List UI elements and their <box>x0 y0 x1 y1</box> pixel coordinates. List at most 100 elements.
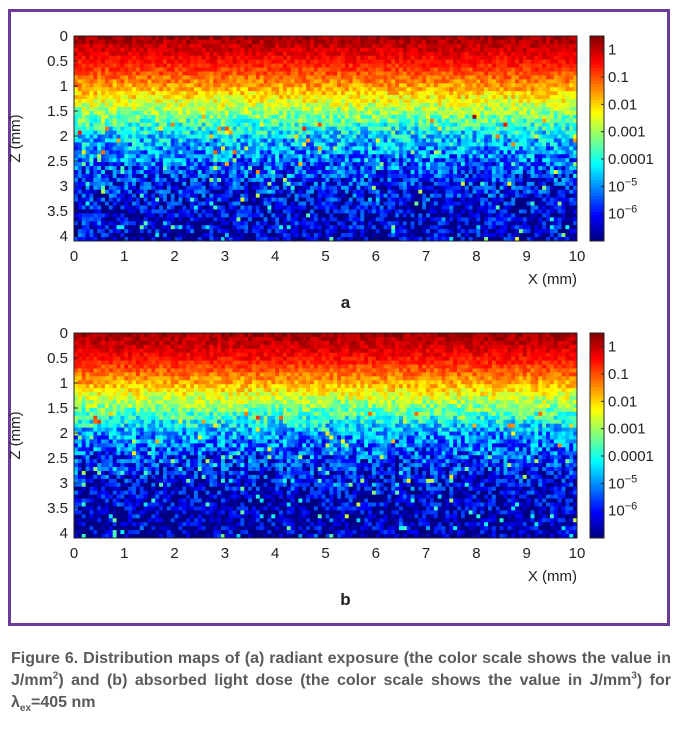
heatmap-cell <box>248 43 253 49</box>
heatmap-cell <box>224 103 230 108</box>
heatmap-cell <box>112 142 117 147</box>
heatmap-cell <box>151 122 156 128</box>
heatmap-cell <box>329 39 334 45</box>
heatmap-cell <box>132 118 137 124</box>
heatmap-cell <box>553 75 559 80</box>
heatmap-cell <box>147 39 152 45</box>
heatmap-cell <box>85 114 90 120</box>
heatmap-cell <box>344 177 350 183</box>
heatmap-cell <box>151 75 156 80</box>
heatmap-cell <box>549 126 555 132</box>
heatmap-cell <box>108 75 114 80</box>
heatmap-cell <box>522 122 528 128</box>
heatmap-cell <box>410 47 415 53</box>
heatmap-cell <box>368 59 373 64</box>
heatmap-cell <box>317 91 323 96</box>
heatmap-cell <box>74 166 79 171</box>
heatmap-cell <box>93 55 98 61</box>
heatmap-cell <box>325 177 330 183</box>
heatmap-cell <box>244 170 249 175</box>
heatmap-cell <box>135 39 141 45</box>
heatmap-cell <box>472 154 477 159</box>
heatmap-cell <box>101 106 106 112</box>
heatmap-cell <box>89 43 94 49</box>
heatmap-cell <box>255 114 261 120</box>
heatmap-cell <box>464 170 470 175</box>
heatmap-cell <box>553 146 559 151</box>
heatmap-cell <box>155 43 160 49</box>
heatmap-cell <box>77 177 83 183</box>
heatmap-cell <box>217 185 222 191</box>
heatmap-cell <box>135 170 141 175</box>
heatmap-cell <box>201 185 206 191</box>
heatmap-cell <box>124 51 129 57</box>
heatmap-cell <box>453 91 458 96</box>
heatmap-cell <box>81 83 87 88</box>
heatmap-cell <box>515 75 520 80</box>
heatmap-cell <box>348 63 353 68</box>
heatmap-cell <box>97 150 102 155</box>
heatmap-cell <box>159 36 164 41</box>
heatmap-cell <box>515 138 520 143</box>
heatmap-cell <box>240 59 245 64</box>
heatmap-cell <box>263 126 268 132</box>
heatmap-cell <box>565 67 570 72</box>
heatmap-cell <box>557 118 562 124</box>
heatmap-cell <box>282 158 288 163</box>
heatmap-cell <box>565 59 570 64</box>
heatmap-cell <box>437 162 442 167</box>
heatmap-cell <box>139 36 145 41</box>
heatmap-cell <box>352 39 357 45</box>
heatmap-cell <box>449 146 454 151</box>
heatmap-cell <box>313 162 319 167</box>
heatmap-cell <box>402 79 408 84</box>
heatmap-cell <box>279 67 284 72</box>
heatmap-cell <box>375 134 381 139</box>
heatmap-cell <box>491 87 497 92</box>
heatmap-cell <box>321 67 326 72</box>
heatmap-cell <box>317 166 323 171</box>
heatmap-cell <box>422 79 427 84</box>
heatmap-cell <box>337 122 342 128</box>
heatmap-cell <box>399 91 404 96</box>
heatmap-cell <box>391 162 396 167</box>
heatmap-cell <box>275 181 280 187</box>
heatmap-cell <box>190 63 195 68</box>
heatmap-cell <box>166 91 172 96</box>
heatmap-cell <box>104 166 110 171</box>
heatmap-cell <box>356 134 361 139</box>
heatmap-cell <box>368 99 373 104</box>
heatmap-cell <box>399 79 404 84</box>
heatmap-cell <box>429 83 435 88</box>
heatmap-cell <box>472 103 477 108</box>
heatmap-cell <box>383 95 388 100</box>
heatmap-cell <box>561 59 566 64</box>
heatmap-cell <box>457 110 462 116</box>
heatmap-cell <box>383 162 388 167</box>
heatmap-cell <box>507 55 512 61</box>
heatmap-cell <box>526 114 531 120</box>
heatmap-cell <box>201 51 206 57</box>
heatmap-cell <box>302 110 307 116</box>
heatmap-cell <box>333 118 338 124</box>
heatmap-cell <box>569 47 574 53</box>
heatmap-cell <box>302 158 307 163</box>
heatmap-cell <box>422 75 427 80</box>
heatmap-cell <box>190 142 195 147</box>
heatmap-cell <box>491 142 497 147</box>
heatmap-cell <box>217 162 222 167</box>
heatmap-cell <box>569 150 574 155</box>
heatmap-cell <box>321 154 326 159</box>
heatmap-cell <box>457 126 462 132</box>
heatmap-cell <box>360 154 365 159</box>
heatmap-cell <box>74 158 79 163</box>
heatmap-cell <box>77 103 83 108</box>
heatmap-cell <box>259 110 264 116</box>
heatmap-cell <box>522 173 528 179</box>
heatmap-cell <box>298 87 303 92</box>
heatmap-cell <box>453 51 458 57</box>
heatmap-cell <box>298 166 303 171</box>
heatmap-cell <box>182 177 187 183</box>
heatmap-cell <box>565 158 570 163</box>
heatmap-cell <box>325 36 330 41</box>
